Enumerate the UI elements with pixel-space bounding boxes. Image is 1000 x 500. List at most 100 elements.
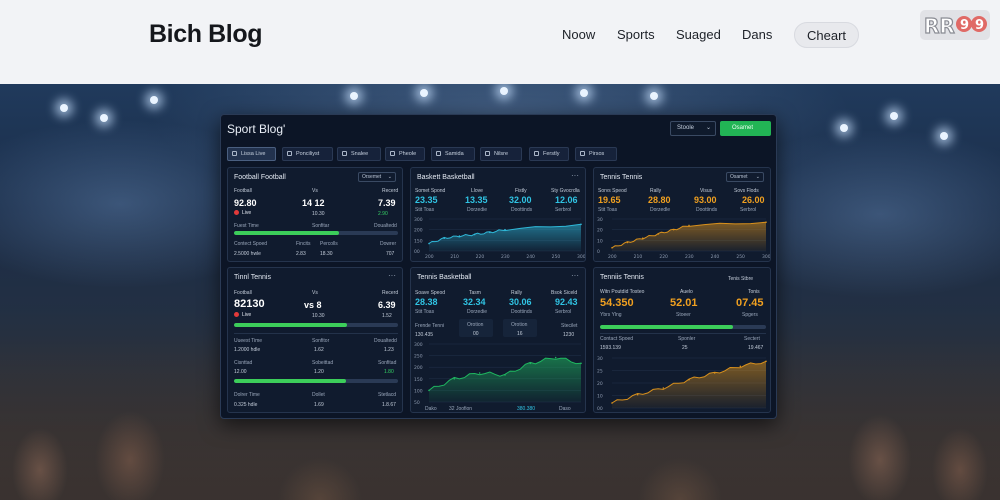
divider xyxy=(600,333,766,334)
data-point xyxy=(642,237,644,239)
metric-value: 32.00 xyxy=(509,195,532,205)
tab-3[interactable]: Snalee xyxy=(337,147,381,161)
nav-link-2[interactable]: Sports xyxy=(617,27,655,42)
stat-value: 19.467 xyxy=(748,345,764,351)
more-options-icon[interactable]: ··· xyxy=(571,171,579,180)
primary-action-button[interactable]: Osamet xyxy=(720,121,771,136)
x-tick-label: 200 xyxy=(608,254,617,260)
metric-sub: Doottinds xyxy=(511,207,533,213)
sub-value-middle: 10.30 xyxy=(312,313,325,319)
tab-icon xyxy=(436,151,441,156)
more-options-icon[interactable]: ··· xyxy=(388,271,396,280)
metric-value: 28.80 xyxy=(648,195,671,205)
tab-icon xyxy=(342,151,347,156)
stat-label: Sectert xyxy=(744,336,760,342)
tab-4[interactable]: Pheole xyxy=(385,147,425,161)
nav-link-4[interactable]: Dans xyxy=(742,27,773,42)
tab-live[interactable]: Lissa Live xyxy=(227,147,276,161)
nav-pill-button[interactable]: Cheart xyxy=(794,22,860,48)
metric-label: Rally xyxy=(511,290,523,296)
nav-link-1[interactable]: Noow xyxy=(562,27,596,42)
stat-value: 1.8.67 xyxy=(382,402,396,408)
primary-action-label: Osamet xyxy=(732,125,754,131)
view-select[interactable]: Stoole ⌄ xyxy=(670,121,716,136)
tab-icon xyxy=(390,151,395,156)
vs-label: Vs xyxy=(312,188,318,194)
tab-8[interactable]: Pirsos xyxy=(575,147,617,161)
stat-label: Sonfitor xyxy=(312,338,330,344)
tab-6[interactable]: Nilsre xyxy=(480,147,522,161)
metric-sub: Dorzedie xyxy=(467,207,488,213)
floodlight xyxy=(580,89,588,97)
stat-label: Dolrer Time xyxy=(234,392,260,398)
card-select[interactable]: Osamet ⌄ xyxy=(726,172,764,182)
stat-box-value: 16 xyxy=(517,331,523,337)
x-tick-label: 220 xyxy=(659,254,668,260)
metric-sub: Stoeer xyxy=(676,312,691,318)
metric-value: 30.06 xyxy=(509,297,532,307)
y-tick-label: 30 xyxy=(597,217,603,223)
data-point xyxy=(554,356,557,359)
metric-value: 19.65 xyxy=(598,195,621,205)
x-tick-label: 230 xyxy=(685,254,694,260)
stat-box xyxy=(459,319,493,337)
stat-value: 0.325 hdle xyxy=(234,402,258,408)
tab-5[interactable]: Samida xyxy=(431,147,475,161)
area-fill xyxy=(612,222,766,251)
stat-label: Fincits xyxy=(296,241,311,247)
footer-value: 380.380 xyxy=(517,406,536,412)
live-label: Live xyxy=(242,312,252,318)
y-tick-label: 00 xyxy=(414,249,420,255)
stat-value: 18.30 xyxy=(320,251,333,257)
y-tick-label: 250 xyxy=(414,354,423,360)
stat-label: Dowrer xyxy=(380,241,397,247)
footer-label: Daso xyxy=(559,406,571,412)
card-select-value: Orsemet xyxy=(362,174,382,180)
card-select-value: Osamet xyxy=(730,174,748,180)
svg-text:9: 9 xyxy=(975,18,984,33)
chevron-down-icon: ⌄ xyxy=(387,174,392,180)
stat-value: 130.435 xyxy=(415,332,434,338)
stat-label: Frende Tenni xyxy=(415,323,445,329)
y-tick-label: 150 xyxy=(414,238,423,244)
site-logo[interactable]: RR 9 9 xyxy=(920,10,990,40)
floodlight xyxy=(890,112,898,120)
live-label: Live xyxy=(242,210,252,216)
nav-link-3[interactable]: Suaged xyxy=(676,27,721,42)
data-point xyxy=(580,362,582,365)
x-tick-label: 250 xyxy=(736,254,745,260)
tab-icon xyxy=(534,151,539,156)
stat-label: Sobeittad xyxy=(312,360,334,366)
metric-label: Fistly xyxy=(515,188,527,194)
stat-value: 12.00 xyxy=(234,369,247,375)
stat-label: Cisnttad xyxy=(234,360,253,366)
y-tick-label: 300 xyxy=(414,217,423,223)
x-tick-label: 240 xyxy=(711,254,720,260)
metric-sub: Spgers xyxy=(742,312,758,318)
data-point xyxy=(478,372,481,374)
metric-value: 52.01 xyxy=(670,297,698,309)
stat-value: 1.69 xyxy=(314,402,324,408)
x-tick-label: 300 xyxy=(577,254,586,260)
tab-label: Nilsre xyxy=(494,151,509,157)
tab-label: Pirsos xyxy=(589,151,605,157)
tab-label: Pheole xyxy=(399,151,417,157)
tab-7[interactable]: Ferstly xyxy=(529,147,569,161)
tab-2[interactable]: Ponciliyst xyxy=(282,147,333,161)
stat-value: 1593.139 xyxy=(600,345,621,351)
card-title: Tennis Basketball xyxy=(417,274,472,281)
brand-title[interactable]: Bich Blog xyxy=(149,20,263,48)
data-point xyxy=(688,378,690,381)
metric-sub: Stit Toas xyxy=(415,207,435,213)
data-point xyxy=(611,247,613,249)
data-point xyxy=(458,235,461,237)
more-options-icon[interactable]: ··· xyxy=(571,271,579,280)
data-point xyxy=(428,242,430,245)
live-dot-icon xyxy=(234,210,239,215)
card-title: Tenniis Tennis xyxy=(600,274,644,281)
x-tick-label: 250 xyxy=(552,254,561,260)
data-point xyxy=(428,389,430,392)
basketball-card: Baskett Basketball ··· Somet Spond Llove… xyxy=(410,167,586,262)
card-select[interactable]: Orsemet ⌄ xyxy=(358,172,396,182)
svg-text:RR: RR xyxy=(924,14,955,38)
